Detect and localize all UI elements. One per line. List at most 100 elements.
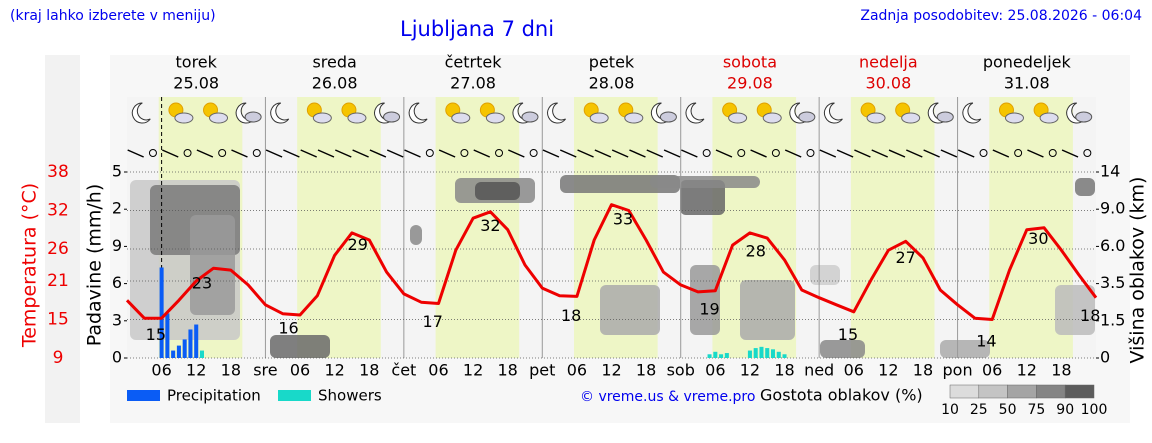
cloud-layer xyxy=(600,285,660,335)
precip-tick-label: 5 xyxy=(112,162,122,181)
cloud-icon xyxy=(209,112,229,124)
precip-bar xyxy=(182,339,187,358)
hour-label: 06 xyxy=(844,361,864,380)
cloud-axis-title: Višina oblakov (km) xyxy=(1127,177,1149,364)
moon-icon xyxy=(823,102,843,124)
hour-label: 18 xyxy=(221,361,241,380)
legend-label: Precipitation xyxy=(167,387,261,405)
precip-bar xyxy=(188,329,193,358)
precip-bar xyxy=(719,354,724,358)
wind-calm xyxy=(252,149,261,157)
left-panel xyxy=(45,55,80,423)
wind-barb xyxy=(369,149,387,158)
precip-bar xyxy=(753,348,758,358)
cloud-icon xyxy=(659,111,677,123)
wind-barb xyxy=(300,149,317,158)
updated: Zadnja posodobitev: 25.08.2026 - 06:04 xyxy=(860,8,1142,24)
hour-label: 06 xyxy=(290,361,310,380)
cloud-layer xyxy=(650,176,760,188)
cloud-icon xyxy=(312,112,332,124)
wind-barb xyxy=(508,149,525,158)
cloud-icon xyxy=(1075,111,1093,123)
wind-barb xyxy=(957,149,975,158)
precip-bar xyxy=(770,349,776,358)
hour-label: 12 xyxy=(740,361,760,380)
cloud-icon xyxy=(244,111,262,123)
chart-title: Ljubljana 7 dni xyxy=(400,17,554,41)
precip-bar xyxy=(165,313,170,358)
density-tick-label: 10 xyxy=(941,402,959,418)
moon-icon xyxy=(547,102,566,124)
day-date: 31.08 xyxy=(1004,74,1050,93)
hour-label: 06 xyxy=(151,361,171,380)
precip-bar xyxy=(747,350,752,358)
wind-calm xyxy=(806,149,815,157)
cloud-layer xyxy=(1075,178,1095,196)
cloud-layer xyxy=(690,265,720,335)
cloud-layer xyxy=(410,225,422,245)
wind-barb xyxy=(940,149,958,158)
precip-bar xyxy=(707,354,712,358)
day-date: 25.08 xyxy=(173,74,219,93)
day-abbr: sre xyxy=(253,361,277,380)
hour-label: 18 xyxy=(774,361,794,380)
temp-tick-label: 32 xyxy=(47,200,69,220)
temp-tick-label: 21 xyxy=(47,271,69,291)
wind-barb xyxy=(819,149,837,158)
precip-bar xyxy=(759,346,764,358)
temp-extreme: 33 xyxy=(613,210,633,229)
density-title: Gostota oblakov (%) xyxy=(760,386,923,405)
temp-extreme: 17 xyxy=(423,312,443,331)
cloud-layer xyxy=(1055,285,1095,335)
hour-label: 18 xyxy=(636,361,656,380)
hour-label: 18 xyxy=(1051,361,1071,380)
day-name: nedelja xyxy=(859,53,918,72)
credit: © vreme.us & vreme.pro xyxy=(580,389,755,405)
density-tick-label: 50 xyxy=(999,402,1017,418)
day-date: 29.08 xyxy=(727,74,773,93)
wind-barb xyxy=(629,149,646,158)
density-tick-label: 100 xyxy=(1081,402,1108,418)
temp-tick-label: 15 xyxy=(47,310,69,330)
precip-bar xyxy=(176,345,181,358)
temp-extreme: 32 xyxy=(480,216,500,235)
cloud-icon xyxy=(383,111,401,123)
wind-barb xyxy=(404,149,421,158)
hour-label: 06 xyxy=(567,361,587,380)
daylight xyxy=(850,97,935,358)
temp-extreme: 15 xyxy=(838,325,858,344)
wind-calm xyxy=(737,149,746,157)
precip-bar xyxy=(194,324,199,358)
cloud-icon xyxy=(485,112,505,124)
cloud-tick-label: 3.5 xyxy=(1100,273,1125,292)
cloud-icon xyxy=(866,112,886,124)
temp-extreme: 30 xyxy=(1028,229,1048,248)
wind-barb xyxy=(265,149,283,158)
hour-label: 12 xyxy=(186,361,206,380)
temp-axis-title: Temperatura (°C) xyxy=(19,183,41,348)
day-name: sreda xyxy=(312,53,356,72)
wind-calm xyxy=(183,149,192,157)
cloud-icon xyxy=(728,112,748,124)
temp-tick-label: 9 xyxy=(53,348,64,368)
day-date: 27.08 xyxy=(450,74,496,93)
moon-icon xyxy=(408,102,428,124)
day-name: ponedeljek xyxy=(983,53,1072,72)
cloud-layer xyxy=(810,265,840,285)
temp-extreme: 27 xyxy=(895,248,915,267)
hour-label: 12 xyxy=(878,361,898,380)
temp-extreme: 29 xyxy=(348,235,368,254)
hour-label: 06 xyxy=(705,361,725,380)
precip-tick-label: 2 xyxy=(112,199,122,218)
precip-bar xyxy=(782,354,787,358)
cloud-layer xyxy=(820,340,865,358)
precip-bar xyxy=(171,350,176,358)
moon-icon xyxy=(962,102,982,124)
wind-barb xyxy=(283,149,300,158)
wind-calm xyxy=(1014,149,1023,157)
cloud-icon xyxy=(762,112,782,124)
temp-extreme: 18 xyxy=(561,306,581,325)
wind-calm xyxy=(1048,149,1057,157)
legend-swatch xyxy=(278,390,311,401)
